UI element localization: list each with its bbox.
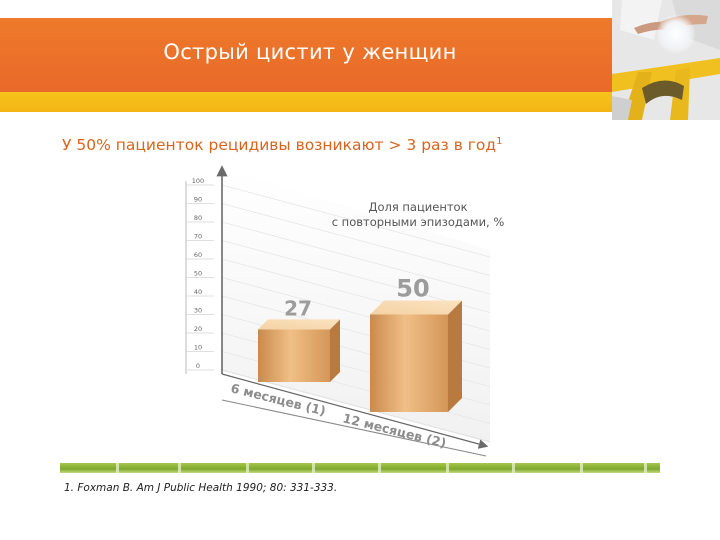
bar-value-label-1: 27 — [284, 296, 312, 320]
bar-top-1 — [258, 319, 340, 330]
y-tick-label: 90 — [194, 196, 202, 204]
footer-divider-node — [178, 463, 181, 473]
footer-divider-node — [312, 463, 315, 473]
y-tick-label: 50 — [194, 270, 202, 278]
y-tick-label: 30 — [194, 307, 202, 315]
footer-divider-node — [512, 463, 515, 473]
bar-2 — [370, 314, 448, 412]
y-tick-label: 80 — [194, 214, 202, 222]
y-tick-label: 100 — [192, 177, 204, 185]
subtitle-reference: 1 — [496, 136, 503, 147]
subtitle: У 50% пациенток рецидивы возникают > 3 р… — [62, 136, 682, 154]
grid-line — [221, 203, 491, 276]
grid-line — [221, 184, 491, 258]
footer-divider-node — [644, 463, 647, 473]
bar-1 — [258, 329, 330, 382]
footer-divider-node — [446, 463, 449, 473]
bar-side-2 — [448, 300, 462, 412]
footer-divider-node — [116, 463, 119, 473]
footer-divider-node — [378, 463, 381, 473]
y-tick-label: 10 — [194, 344, 202, 352]
footer-divider-node — [246, 463, 249, 473]
chart-title: Доля пациенток с повторными эпизодами, % — [318, 200, 518, 230]
subtitle-text: У 50% пациенток рецидивы возникают > 3 р… — [62, 136, 497, 155]
bar-side-1 — [330, 319, 340, 382]
slide-title: Острый цистит у женщин — [163, 40, 457, 64]
chart-title-line-2: с повторными эпизодами, % — [331, 215, 505, 229]
y-tick-label: 0 — [196, 362, 200, 370]
x-axis-row-1 — [221, 373, 489, 449]
y-tick-label: 70 — [194, 233, 202, 241]
footer-divider-node — [580, 463, 583, 473]
header-band — [0, 18, 612, 92]
x-axis-row-2 — [221, 399, 487, 457]
header-stripe — [0, 92, 612, 112]
footer-divider — [60, 463, 660, 473]
chart-title-line-1: Доля пациенток — [368, 200, 468, 214]
bar-value-label-2: 50 — [396, 275, 429, 303]
y-tick-label: 60 — [194, 251, 202, 259]
bar-top-2 — [370, 300, 462, 315]
grid-line — [221, 221, 491, 295]
header-photo — [612, 0, 720, 120]
y-tick-label: 20 — [194, 325, 202, 333]
y-tick-label: 40 — [194, 288, 202, 296]
footnote: 1. Foxman B. Am J Public Health 1990; 80… — [64, 482, 338, 494]
